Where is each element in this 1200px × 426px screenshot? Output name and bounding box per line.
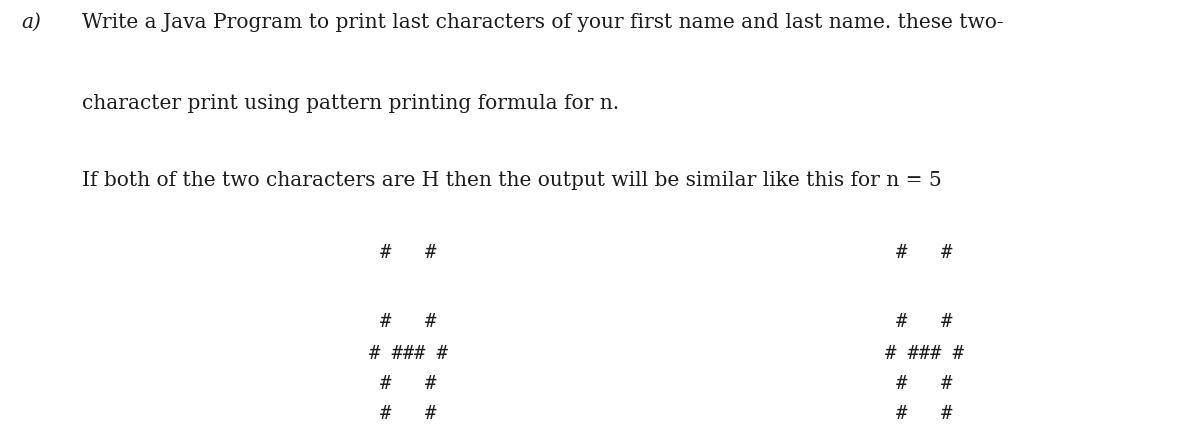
Text: # ### #: # ### # — [368, 343, 448, 362]
Text: a): a) — [22, 13, 42, 32]
Text: #   #: # # — [380, 403, 436, 421]
Text: #   #: # # — [380, 243, 436, 262]
Text: #   #: # # — [896, 311, 952, 330]
Text: #   #: # # — [896, 373, 952, 391]
Text: #   #: # # — [896, 403, 952, 421]
Text: If both of the two characters are H then the output will be similar like this fo: If both of the two characters are H then… — [82, 170, 941, 189]
Text: Write a Java Program to print last characters of your first name and last name. : Write a Java Program to print last chara… — [82, 13, 1003, 32]
Text: #   #: # # — [380, 311, 436, 330]
Text: character print using pattern printing formula for n.: character print using pattern printing f… — [82, 94, 619, 112]
Text: #   #: # # — [896, 243, 952, 262]
Text: #   #: # # — [380, 373, 436, 391]
Text: # ### #: # ### # — [884, 343, 964, 362]
